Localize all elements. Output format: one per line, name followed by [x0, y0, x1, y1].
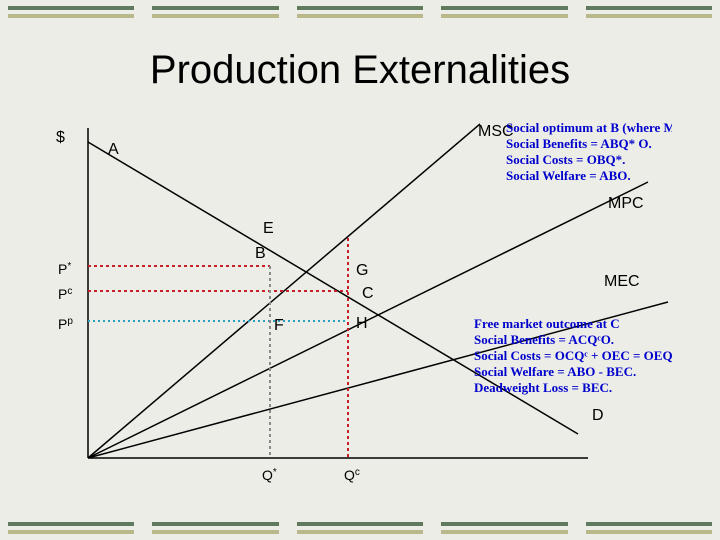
- point-label-c: C: [362, 285, 374, 302]
- price-label-p-p: Pp: [58, 316, 73, 332]
- point-label-g: G: [356, 262, 368, 279]
- msc-curve: [88, 124, 480, 458]
- quantity-label-q-c: Qc: [344, 467, 360, 483]
- quantity-label-q-star: Q*: [262, 467, 277, 483]
- y-axis-label: $: [56, 129, 65, 146]
- annotation-free-market: Free market outcome at CSocial Benefits …: [474, 316, 672, 395]
- diagram-svg: $ A E B G C F H D MSC MPC MEC P* Pc Pp Q…: [48, 118, 672, 500]
- svg-text:Social Benefits = ACQᶜO.: Social Benefits = ACQᶜO.: [474, 332, 614, 347]
- svg-text:Deadweight Loss = BEC.: Deadweight Loss = BEC.: [474, 380, 612, 395]
- curve-label-mec: MEC: [604, 273, 640, 290]
- svg-text:Free market outcome at C: Free market outcome at C: [474, 316, 620, 331]
- svg-text:Social Welfare = ABO - BEC.: Social Welfare = ABO - BEC.: [474, 364, 636, 379]
- decorative-bar-top: [0, 6, 720, 18]
- svg-text:Social Costs = OBQ*.: Social Costs = OBQ*.: [506, 152, 625, 167]
- point-label-a: A: [108, 141, 119, 158]
- price-label-p-star: P*: [58, 261, 71, 277]
- decorative-bar-bottom: [0, 522, 720, 534]
- slide-title: Production Externalities: [0, 48, 720, 93]
- price-label-p-c: Pc: [58, 286, 72, 302]
- point-label-f: F: [274, 317, 284, 334]
- point-label-h: H: [356, 315, 368, 332]
- svg-text:Social Welfare = ABO.: Social Welfare = ABO.: [506, 168, 631, 183]
- curve-label-mpc: MPC: [608, 195, 644, 212]
- svg-text:Social optimum at B (where MS: Social optimum at B (where MSB=MSC): [506, 120, 672, 135]
- externalities-diagram: $ A E B G C F H D MSC MPC MEC P* Pc Pp Q…: [48, 118, 672, 500]
- svg-text:Social Costs = OCQᶜ + OEC = OE: Social Costs = OCQᶜ + OEC = OEQᶜ: [474, 348, 672, 363]
- svg-text:Social Benefits = ABQ* O.: Social Benefits = ABQ* O.: [506, 136, 652, 151]
- point-label-b: B: [255, 245, 266, 262]
- point-label-d: D: [592, 407, 604, 424]
- annotation-social-optimum: Social optimum at B (where MSB=MSC)Socia…: [506, 120, 672, 183]
- point-label-e: E: [263, 220, 274, 237]
- slide: Production Externalities $ A E B G C: [0, 0, 720, 540]
